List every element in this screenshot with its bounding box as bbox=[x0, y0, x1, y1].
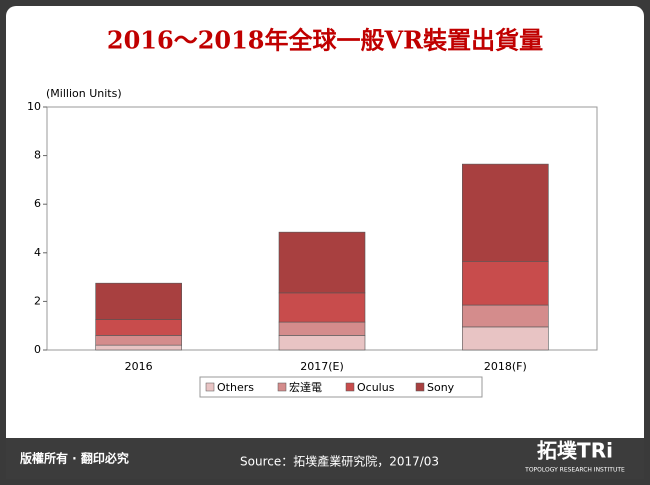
footer-bar bbox=[6, 438, 644, 479]
bar-segment bbox=[462, 304, 549, 328]
bar-segment bbox=[278, 231, 366, 294]
legend-label: 宏達電 bbox=[289, 380, 322, 394]
bar-segment bbox=[462, 326, 549, 351]
y-tick-label: 8 bbox=[34, 149, 41, 162]
rights: 版權所有 · 翻印必究 bbox=[20, 451, 129, 466]
legend-swatch bbox=[415, 382, 425, 392]
legend-swatch bbox=[345, 382, 355, 392]
x-tick-label: 2016 bbox=[125, 360, 153, 373]
bar-segment bbox=[95, 319, 182, 336]
bar-segment bbox=[278, 321, 366, 336]
y-tick-label: 4 bbox=[34, 246, 41, 259]
x-tick-label: 2018(F) bbox=[484, 360, 527, 373]
legend-swatch bbox=[277, 382, 287, 392]
y-tick-label: 2 bbox=[34, 294, 41, 307]
legend-swatch bbox=[205, 382, 215, 392]
y-tick-label: 6 bbox=[34, 197, 41, 210]
logo: 拓墣TRi bbox=[537, 439, 613, 463]
bar-segment bbox=[462, 163, 549, 262]
y-tick-label: 0 bbox=[34, 343, 41, 356]
bar-segment bbox=[95, 344, 182, 351]
bar-segment bbox=[278, 292, 366, 323]
x-tick-label: 2017(E) bbox=[300, 360, 344, 373]
bar-segment bbox=[278, 335, 366, 351]
legend-label: Others bbox=[217, 381, 254, 394]
y-tick-label: 10 bbox=[27, 100, 41, 113]
y-axis-label: (Million Units) bbox=[46, 87, 122, 100]
chart-title: 2016～2018年全球一般VR裝置出貨量 bbox=[107, 26, 543, 55]
source: Source：拓墣產業研究院，2017/03 bbox=[240, 454, 439, 469]
legend-label: Sony bbox=[427, 381, 455, 394]
bar-segment bbox=[95, 282, 182, 320]
legend-label: Oculus bbox=[357, 381, 395, 394]
logo-sub: TOPOLOGY RESEARCH INSTITUTE bbox=[524, 467, 625, 474]
legend-box bbox=[199, 376, 483, 398]
bar-segment bbox=[95, 335, 182, 346]
bar-segment bbox=[462, 261, 549, 306]
